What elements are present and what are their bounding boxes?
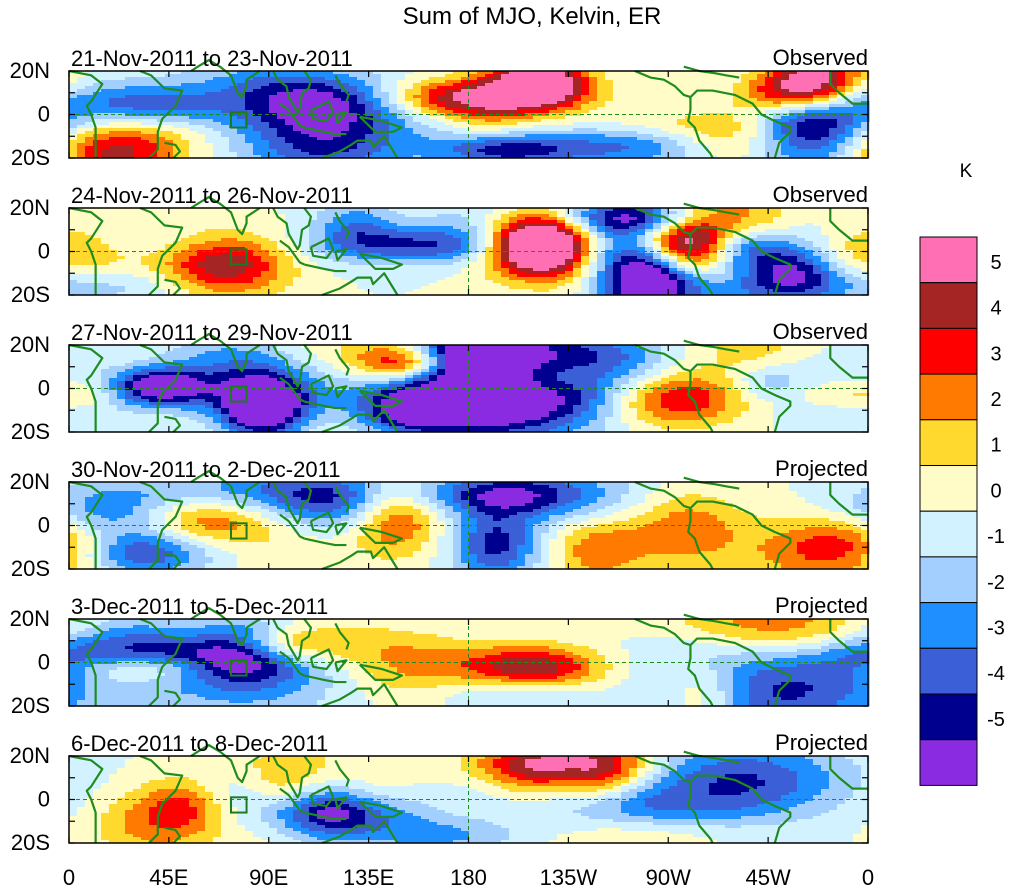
anomaly-field	[69, 756, 870, 844]
panel-date-range: 6-Dec-2011 to 8-Dec-2011	[71, 731, 328, 756]
colorbar-swatch	[919, 647, 978, 695]
colorbar-label: 3	[990, 343, 1001, 365]
x-axis: 0 45E 90E 135E 180 135W 90W 45W 0	[63, 865, 874, 889]
y-tick-label: 0	[38, 787, 50, 812]
x-tick-label: 0	[862, 865, 874, 889]
y-tick-label: 20S	[11, 556, 50, 581]
colorbar-label: 0	[990, 480, 1001, 502]
x-tick-label: 45W	[746, 865, 791, 889]
panel-date-range: 24-Nov-2011 to 26-Nov-2011	[71, 183, 353, 208]
region-box	[230, 659, 248, 677]
panel-2: 20N 0 20S 24-Nov-2011 to 26-Nov-2011 Observe…	[10, 182, 870, 307]
colorbar-label: -1	[987, 526, 1005, 548]
y-tick-label: 20N	[10, 743, 50, 768]
chart-title: Sum of MJO, Kelvin, ER	[403, 3, 662, 30]
y-tick-label: 20N	[10, 195, 50, 220]
panel-status-label: Projected	[775, 456, 868, 481]
panel-status-label: Projected	[775, 593, 868, 618]
coastlines	[68, 607, 868, 708]
panel-date-range: 3-Dec-2011 to 5-Dec-2011	[71, 594, 328, 619]
coastlines	[68, 196, 868, 297]
panel-date-range: 21-Nov-2011 to 23-Nov-2011	[71, 46, 353, 71]
panels: 20N 0 20S 21-Nov-2011 to 23-Nov-2011 Observe…	[10, 45, 870, 855]
coastlines	[68, 333, 868, 434]
anomaly-field	[69, 71, 870, 159]
anomaly-field	[69, 208, 870, 296]
x-tick-label: 180	[450, 865, 487, 889]
panel-1: 20N 0 20S 21-Nov-2011 to 23-Nov-2011 Observe…	[10, 45, 870, 170]
x-tick-label: 90E	[249, 865, 288, 889]
panel-5: 20N 0 20S 3-Dec-2011 to 5-Dec-2011 Projected	[10, 593, 870, 718]
panel-4: 20N 0 20S 30-Nov-2011 to 2-Dec-2011 Projecte…	[10, 456, 870, 581]
y-tick-label: 20S	[11, 693, 50, 718]
panel-date-range: 27-Nov-2011 to 29-Nov-2011	[71, 320, 353, 345]
panel-status-label: Observed	[773, 319, 868, 344]
colorbar-swatch	[919, 419, 978, 466]
x-tick-label: 135W	[540, 865, 598, 889]
y-tick-label: 0	[38, 513, 50, 538]
anomaly-field	[69, 345, 870, 433]
coastlines	[68, 59, 868, 160]
colorbar-swatch	[919, 236, 978, 284]
panel-status-label: Observed	[773, 182, 868, 207]
y-tick-label: 0	[38, 376, 50, 401]
colorbar-swatch	[919, 739, 978, 786]
coastlines	[68, 744, 868, 845]
x-tick-label: 0	[63, 865, 75, 889]
colorbar-label: -2	[987, 572, 1005, 594]
region-box	[230, 522, 248, 540]
region-box	[230, 111, 248, 129]
y-tick-label: 20N	[10, 58, 50, 83]
colorbar-swatch	[919, 282, 978, 329]
colorbar-label: 4	[990, 298, 1001, 320]
x-tick-label: 45E	[149, 865, 188, 889]
panel-3: 20N 0 20S 27-Nov-2011 to 29-Nov-2011 Observe…	[10, 319, 870, 444]
y-tick-label: 0	[38, 102, 50, 127]
y-tick-label: 20N	[10, 332, 50, 357]
y-tick-label: 20S	[11, 419, 50, 444]
region-box	[230, 248, 248, 266]
colorbar-swatch	[919, 602, 978, 649]
colorbar: K 5 4 3 2 1 0 -1 -2 -3 -4 -5	[919, 161, 1005, 786]
colorbar-swatch	[919, 327, 978, 375]
colorbar-label: -5	[987, 709, 1005, 731]
panel-date-range: 30-Nov-2011 to 2-Dec-2011	[71, 457, 340, 482]
colorbar-label: -3	[987, 617, 1005, 639]
region-box	[230, 796, 248, 814]
y-tick-label: 20N	[10, 606, 50, 631]
colorbar-swatch	[919, 556, 978, 604]
y-tick-label: 20N	[10, 469, 50, 494]
panel-status-label: Projected	[775, 730, 868, 755]
y-tick-label: 0	[38, 239, 50, 264]
y-tick-label: 0	[38, 650, 50, 675]
colorbar-swatch	[919, 693, 978, 741]
colorbar-swatch	[919, 510, 978, 558]
colorbar-label: -4	[987, 663, 1005, 685]
colorbar-swatch	[919, 465, 978, 512]
coastlines	[68, 470, 868, 571]
colorbar-label: 5	[990, 252, 1001, 274]
y-tick-label: 20S	[11, 282, 50, 307]
x-tick-label: 90W	[646, 865, 691, 889]
colorbar-swatch	[919, 373, 978, 421]
y-tick-label: 20S	[11, 145, 50, 170]
x-tick-label: 135E	[343, 865, 394, 889]
panel-6: 20N 0 20S 6-Dec-2011 to 8-Dec-2011 Projected	[10, 730, 870, 855]
region-box	[230, 385, 248, 403]
colorbar-units-label: K	[960, 161, 973, 182]
colorbar-label: 1	[990, 435, 1001, 457]
colorbar-label: 2	[990, 389, 1001, 411]
panel-status-label: Observed	[773, 45, 868, 70]
y-tick-label: 20S	[11, 830, 50, 855]
